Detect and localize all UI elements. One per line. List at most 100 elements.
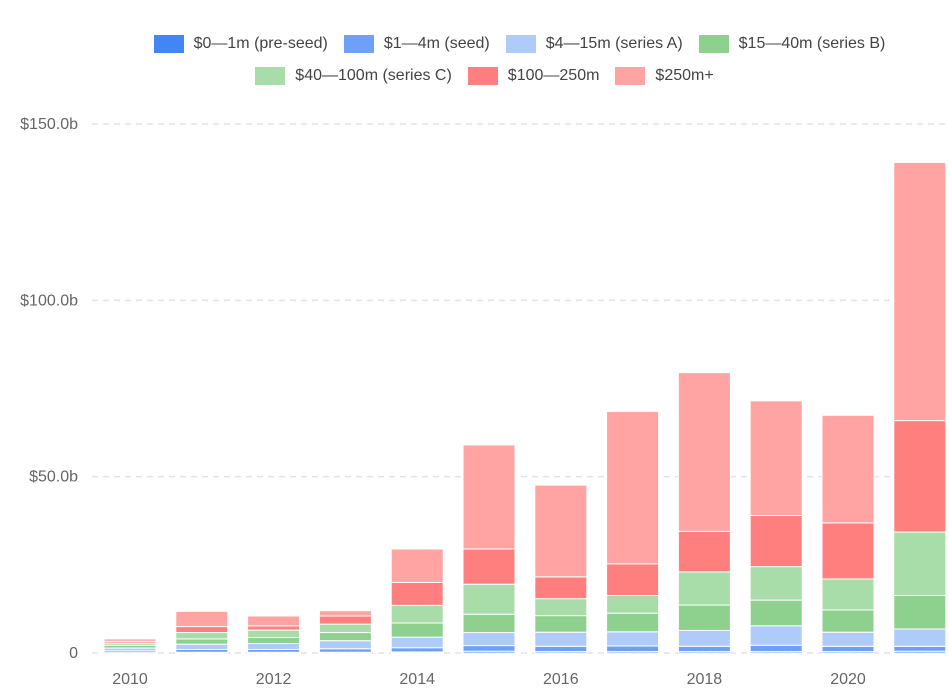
bar-2019 [749,400,803,654]
bar-segment-2018-s1[interactable] [677,645,731,653]
bar-segment-2017-s3[interactable] [606,612,660,633]
bar-segment-2020-s2[interactable] [821,631,875,647]
legend-item-series-a[interactable]: $4—15m (series A) [505,35,683,53]
bar-segment-2013-s5[interactable] [318,615,372,625]
bar-segment-2021-s5[interactable] [893,420,947,533]
bar-2013 [318,610,372,654]
legend-swatch-pre-seed [153,35,184,53]
bar-segment-2019-s3[interactable] [749,599,803,627]
legend-swatch-series-a [505,35,536,53]
bar-segment-2014-s1[interactable] [390,647,444,653]
bar-segment-2011-s6[interactable] [175,610,229,628]
bar-segment-2021-s1[interactable] [893,645,947,652]
bar-segment-2016-s2[interactable] [534,631,588,647]
x-tick-label: 2010 [112,671,148,688]
bar-segment-2019-s6[interactable] [749,400,803,516]
bar-segment-2015-s4[interactable] [462,583,516,615]
bar-segment-2016-s6[interactable] [534,484,588,578]
bar-segment-2015-s1[interactable] [462,645,516,652]
bar-2018 [677,372,731,654]
legend-swatch-250m-plus [615,67,646,85]
bar-segment-2012-s2[interactable] [247,642,301,650]
bar-2017 [606,410,660,654]
bar-2014 [390,548,444,654]
bar-segment-2020-s6[interactable] [821,414,875,524]
legend-item-100-250m[interactable]: $100—250m [467,67,600,85]
legend-swatch-series-c [255,67,286,85]
bar-segment-2011-s3[interactable] [175,638,229,645]
bar-segment-2019-s4[interactable] [749,566,803,601]
legend-label-250m-plus: $250m+ [655,67,714,84]
x-tick-label: 2014 [399,671,435,688]
bar-segment-2020-s1[interactable] [821,645,875,653]
bar-segment-2011-s4[interactable] [175,632,229,640]
x-tick-label: 2018 [687,671,723,688]
legend-item-series-c[interactable]: $40—100m (series C) [255,67,452,85]
bar-segment-2018-s6[interactable] [677,372,731,532]
legend-label-series-a: $4—15m (series A) [545,35,683,52]
x-tick-label: 2020 [830,671,866,688]
legend-swatch-series-b [698,35,729,53]
bar-segment-2012-s4[interactable] [247,629,301,638]
legend-swatch-100-250m [467,67,498,85]
bar-segment-2011-s2[interactable] [175,643,229,650]
bar-segment-2021-s2[interactable] [893,628,947,647]
bar-2020 [821,414,875,654]
bar-segment-2018-s3[interactable] [677,604,731,631]
legend-item-pre-seed[interactable]: $0—1m (pre-seed) [153,35,328,53]
bar-segment-2013-s1[interactable] [318,648,372,653]
bar-segment-2019-s2[interactable] [749,625,803,646]
bar-segment-2014-s6[interactable] [390,548,444,583]
y-axis: 0 $50.0b $100.0b $150.0b [20,116,78,662]
bar-segment-2010-s6[interactable] [103,638,157,642]
bar-segment-2012-s3[interactable] [247,636,301,644]
legend-label-pre-seed: $0—1m (pre-seed) [193,35,328,52]
legend-item-seed[interactable]: $1—4m (seed) [343,35,490,53]
bar-segment-2017-s2[interactable] [606,631,660,647]
bar-segment-2018-s2[interactable] [677,629,731,647]
x-tick-label: 2016 [543,671,579,688]
bar-segment-2017-s1[interactable] [606,645,660,653]
bar-segment-2020-s3[interactable] [821,609,875,633]
bar-segment-2017-s5[interactable] [606,563,660,597]
bar-segment-2020-s4[interactable] [821,578,875,611]
bar-segment-2017-s6[interactable] [606,410,660,565]
bar-segment-2015-s6[interactable] [462,444,516,550]
bar-segment-2015-s3[interactable] [462,613,516,634]
bar-segment-2016-s5[interactable] [534,576,588,600]
bar-segment-2019-s1[interactable] [749,644,803,653]
bar-segment-2013-s6[interactable] [318,610,372,617]
legend-item-250m-plus[interactable]: $250m+ [615,67,714,85]
bar-segment-2018-s5[interactable] [677,530,731,573]
legend-item-series-b[interactable]: $15—40m (series B) [698,35,885,53]
bar-segment-2019-s5[interactable] [749,514,803,568]
legend-label-series-c: $40—100m (series C) [295,67,452,84]
bar-segment-2011-s5[interactable] [175,626,229,634]
bar-segment-2017-s4[interactable] [606,595,660,614]
legend-row-2: $40—100m (series C) $100—250m $250m+ [0,60,949,92]
bar-2011 [175,610,229,654]
bar-segment-2013-s4[interactable] [318,623,372,634]
bar-segment-2014-s3[interactable] [390,622,444,638]
bar-2016 [534,484,588,654]
bar-segment-2014-s2[interactable] [390,636,444,649]
bar-segment-2014-s4[interactable] [390,604,444,624]
bar-segment-2014-s5[interactable] [390,581,444,606]
legend-label-100-250m: $100—250m [507,67,600,84]
bar-segment-2013-s2[interactable] [318,640,372,650]
bar-segment-2015-s5[interactable] [462,548,516,585]
bar-segment-2016-s1[interactable] [534,645,588,653]
bar-segment-2018-s4[interactable] [677,571,731,606]
bar-segment-2021-s4[interactable] [893,531,947,597]
bar-2010 [103,638,157,654]
bar-segment-2012-s5[interactable] [247,625,301,631]
bar-segment-2016-s3[interactable] [534,615,588,633]
bar-segment-2021-s6[interactable] [893,161,947,422]
bar-segment-2012-s6[interactable] [247,615,301,627]
bar-segment-2020-s5[interactable] [821,522,875,580]
bar-segment-2015-s2[interactable] [462,632,516,647]
bar-segment-2016-s4[interactable] [534,598,588,617]
bar-segment-2021-s3[interactable] [893,595,947,630]
bar-segment-2013-s3[interactable] [318,632,372,642]
